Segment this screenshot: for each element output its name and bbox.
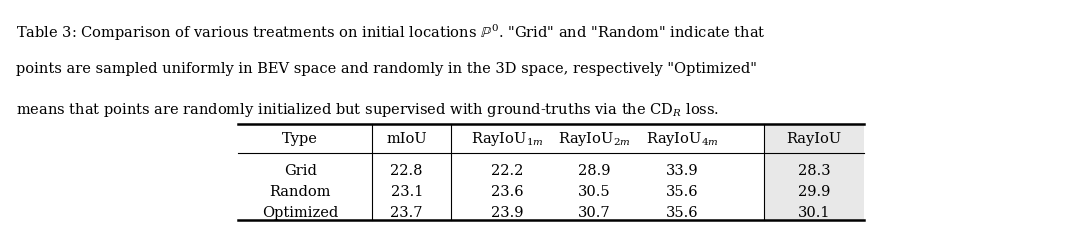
- Text: 30.1: 30.1: [798, 205, 831, 219]
- Text: Optimized: Optimized: [262, 205, 338, 219]
- Text: RayIoU$_{4m}$: RayIoU$_{4m}$: [646, 130, 718, 147]
- Text: 35.6: 35.6: [666, 205, 699, 219]
- Text: Type: Type: [282, 132, 319, 145]
- Text: Table 3: Comparison of various treatments on initial locations $\mathbb{P}^0$. ": Table 3: Comparison of various treatment…: [16, 23, 766, 43]
- Text: mIoU: mIoU: [387, 132, 427, 145]
- Text: RayIoU$_{1m}$: RayIoU$_{1m}$: [471, 130, 543, 147]
- Text: means that points are randomly initialized but supervised with ground-truths via: means that points are randomly initializ…: [16, 101, 719, 119]
- Text: 29.9: 29.9: [798, 184, 831, 198]
- Text: 30.7: 30.7: [578, 205, 611, 219]
- Text: 28.3: 28.3: [797, 164, 831, 177]
- Text: 23.1: 23.1: [391, 184, 423, 198]
- Text: 23.6: 23.6: [490, 184, 524, 198]
- Text: 23.7: 23.7: [391, 205, 423, 219]
- Text: 28.9: 28.9: [579, 164, 611, 177]
- Text: Random: Random: [270, 184, 330, 198]
- Text: RayIoU$_{2m}$: RayIoU$_{2m}$: [558, 130, 631, 147]
- Text: 23.9: 23.9: [490, 205, 523, 219]
- Text: 30.5: 30.5: [578, 184, 611, 198]
- Text: Grid: Grid: [284, 164, 316, 177]
- Text: points are sampled uniformly in BEV space and randomly in the 3D space, respecti: points are sampled uniformly in BEV spac…: [16, 62, 757, 76]
- Bar: [764, 125, 864, 220]
- Text: 22.2: 22.2: [490, 164, 523, 177]
- Text: 35.6: 35.6: [666, 184, 699, 198]
- Text: 22.8: 22.8: [391, 164, 423, 177]
- Text: RayIoU: RayIoU: [786, 132, 841, 145]
- Text: 33.9: 33.9: [666, 164, 699, 177]
